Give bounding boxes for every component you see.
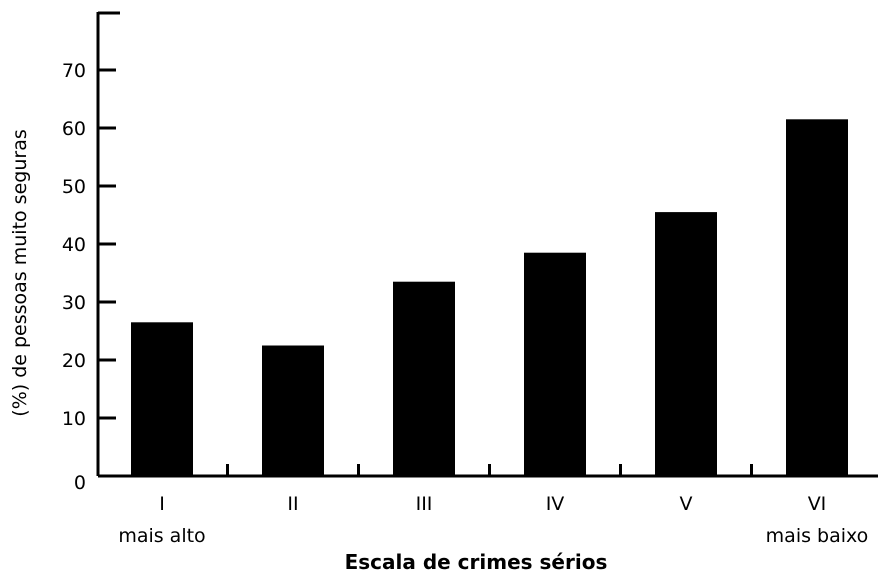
bar-vi [786,119,848,477]
y-tick-label: 40 [62,234,86,256]
x-axis-title: Escala de crimes sérios [345,550,608,573]
bar-v [655,212,717,476]
y-tick-label: 10 [62,408,86,430]
y-tick-label: 0 [74,472,86,494]
x-tick-label: IV [546,493,565,515]
x-tick-sublabel: mais alto [118,525,205,547]
x-tick-label: I [159,493,165,515]
y-tick-label: 20 [62,350,86,372]
y-tick-label: 60 [62,118,86,140]
y-tick-label: 50 [62,176,86,198]
x-tick-sublabel: mais baixo [766,525,869,547]
x-axis [98,464,878,478]
y-axis-title: (%) de pessoas muito seguras [9,129,31,416]
bar-iv [524,252,586,476]
x-tick-label: II [287,493,298,515]
x-tick-label: VI [808,493,827,515]
bar-iii [393,281,455,476]
y-axis: 0 10 20 30 40 50 60 70 [62,11,120,494]
y-tick-label: 30 [62,292,86,314]
bars [131,119,848,477]
x-tick-label: V [680,493,693,515]
bar-i [131,322,193,476]
y-tick-label: 70 [62,60,86,82]
bar-ii [262,345,324,476]
x-tick-label: III [416,493,433,515]
